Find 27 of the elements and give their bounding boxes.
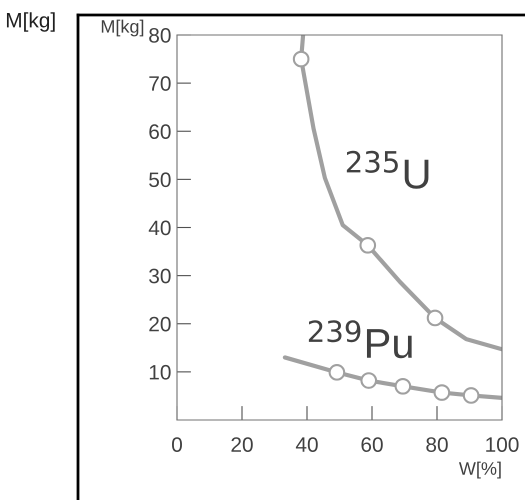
series-label: $^{235}$U <box>346 150 428 189</box>
point <box>360 372 378 389</box>
point <box>462 387 480 404</box>
x-tick-label: 0 <box>172 437 182 452</box>
x-tick-label: 40 <box>296 437 318 452</box>
point <box>292 50 310 68</box>
point <box>328 364 346 381</box>
point <box>359 236 376 254</box>
point <box>426 310 444 326</box>
x-tick-label: 60 <box>361 437 383 452</box>
y-tick-label: 80 <box>149 28 171 43</box>
point <box>434 384 450 401</box>
y-tick-label: 50 <box>149 172 171 188</box>
y-tick-label: 20 <box>149 316 171 332</box>
y-tick-label: 40 <box>148 220 171 236</box>
y-tick-label: 70 <box>149 76 171 91</box>
y-tick-label: 10 <box>150 364 171 380</box>
series-label: $^{239}$Pu <box>308 320 412 358</box>
x-tick-label: 100 <box>486 437 519 452</box>
x-axis-title: W[%] <box>458 462 501 478</box>
x-tick-label: 80 <box>426 437 448 452</box>
y-tick-label: 60 <box>149 124 171 140</box>
text: M[kg] <box>6 12 55 32</box>
y-axis-title: M[kg] <box>102 20 144 36</box>
point <box>394 378 412 395</box>
y-tick-label: 30 <box>149 268 171 284</box>
x-tick-label: 20 <box>231 437 253 452</box>
